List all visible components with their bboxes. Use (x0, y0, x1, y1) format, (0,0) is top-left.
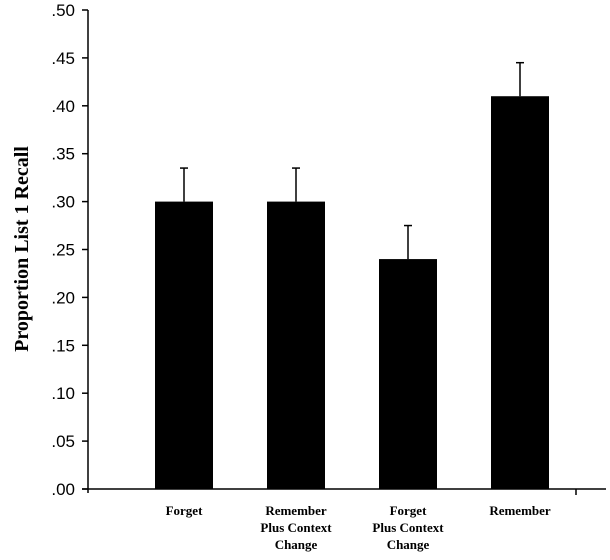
bar (491, 96, 549, 489)
x-category-label: Forget (166, 503, 203, 518)
x-category-label-line: Change (275, 537, 318, 552)
y-tick-label: .35 (51, 145, 75, 164)
bar (379, 259, 437, 489)
y-tick-label: .40 (51, 97, 75, 116)
y-tick-label: .00 (51, 480, 75, 499)
x-category-label-line: Plus Context (372, 520, 444, 535)
x-category-labels: Forget Remember Plus Context Change Forget Pl… (166, 503, 551, 552)
x-category-label-line: Forget (390, 503, 427, 518)
y-tick-label: .25 (51, 241, 75, 260)
x-category-label-line: Remember (489, 503, 551, 518)
x-category-label: Remember (489, 503, 551, 518)
y-tick-label: .45 (51, 49, 75, 68)
y-axis-title: Proportion List 1 Recall (11, 146, 33, 352)
y-tick-labels: .00 .05 .10 .15 .20 .25 .30 .35 .40 .45 .50 (51, 1, 75, 499)
x-category-label-line: Change (387, 537, 430, 552)
x-category-label: Forget Plus Context Change (372, 503, 444, 552)
x-category-label: Remember Plus Context Change (260, 503, 332, 552)
y-tick-label: .50 (51, 1, 75, 20)
x-category-label-line: Forget (166, 503, 203, 518)
y-tick-label: .05 (51, 432, 75, 451)
bar (267, 201, 325, 489)
x-category-label-line: Plus Context (260, 520, 332, 535)
y-tick-label: .30 (51, 193, 75, 212)
error-bars (180, 61, 524, 260)
bar (155, 201, 213, 489)
y-tick-label: .15 (51, 336, 75, 355)
y-tick-label: .20 (51, 288, 75, 307)
bars (155, 96, 549, 489)
x-category-label-line: Remember (265, 503, 327, 518)
y-tick-label: .10 (51, 384, 75, 403)
